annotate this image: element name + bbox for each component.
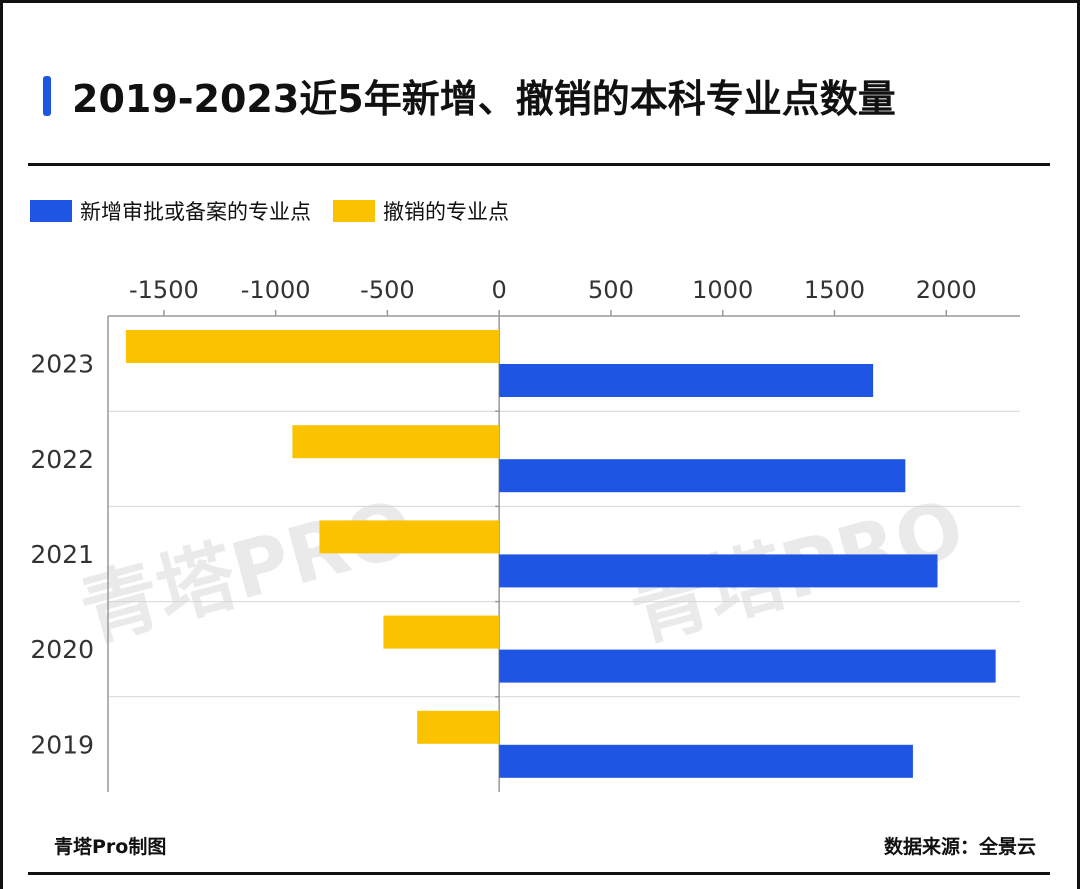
bar-new-2019 xyxy=(499,744,913,778)
bar-revoked-2023 xyxy=(125,330,500,363)
x-tick-label: -500 xyxy=(360,276,414,304)
x-tick-label: 500 xyxy=(588,276,634,304)
x-tick-label: 2000 xyxy=(916,276,977,304)
y-category-label: 2021 xyxy=(30,540,94,569)
bar-new-2023 xyxy=(499,364,874,397)
y-category-label: 2022 xyxy=(30,445,94,474)
legend-swatch-revoked xyxy=(333,200,375,222)
legend-label-revoked: 撤销的专业点 xyxy=(383,200,509,224)
bar-revoked-2022 xyxy=(292,425,500,459)
bar-revoked-2019 xyxy=(417,710,500,744)
legend-label-new: 新增审批或备案的专业点 xyxy=(80,200,311,224)
title-accent-bar xyxy=(43,76,51,116)
y-category-label: 2023 xyxy=(30,350,94,379)
bar-new-2020 xyxy=(499,649,996,683)
y-category-label: 2020 xyxy=(30,635,94,664)
legend: 新增审批或备案的专业点 撤销的专业点 xyxy=(30,196,531,226)
footer-source: 数据来源：全景云 xyxy=(883,836,1036,858)
x-tick-label: 0 xyxy=(492,276,507,304)
footer-divider xyxy=(28,872,1050,875)
bar-new-2022 xyxy=(499,459,906,493)
x-tick-label: 1500 xyxy=(804,276,865,304)
y-category-label: 2019 xyxy=(30,730,94,759)
legend-item-revoked: 撤销的专业点 xyxy=(333,196,509,226)
watermark-1: 青塔PRO xyxy=(72,484,423,659)
bar-revoked-2020 xyxy=(383,615,500,649)
x-tick-label: 1000 xyxy=(692,276,753,304)
footer-credit: 青塔Pro制图 xyxy=(54,836,167,858)
x-tick-label: -1500 xyxy=(129,276,199,304)
bar-revoked-2021 xyxy=(319,520,500,554)
legend-swatch-new xyxy=(30,200,72,222)
chart-title: 2019-2023近5年新增、撤销的本科专业点数量 xyxy=(72,77,896,121)
x-tick-label: -1000 xyxy=(241,276,311,304)
legend-item-new: 新增审批或备案的专业点 xyxy=(30,196,311,226)
bar-new-2021 xyxy=(499,554,938,588)
title-divider xyxy=(28,163,1050,166)
